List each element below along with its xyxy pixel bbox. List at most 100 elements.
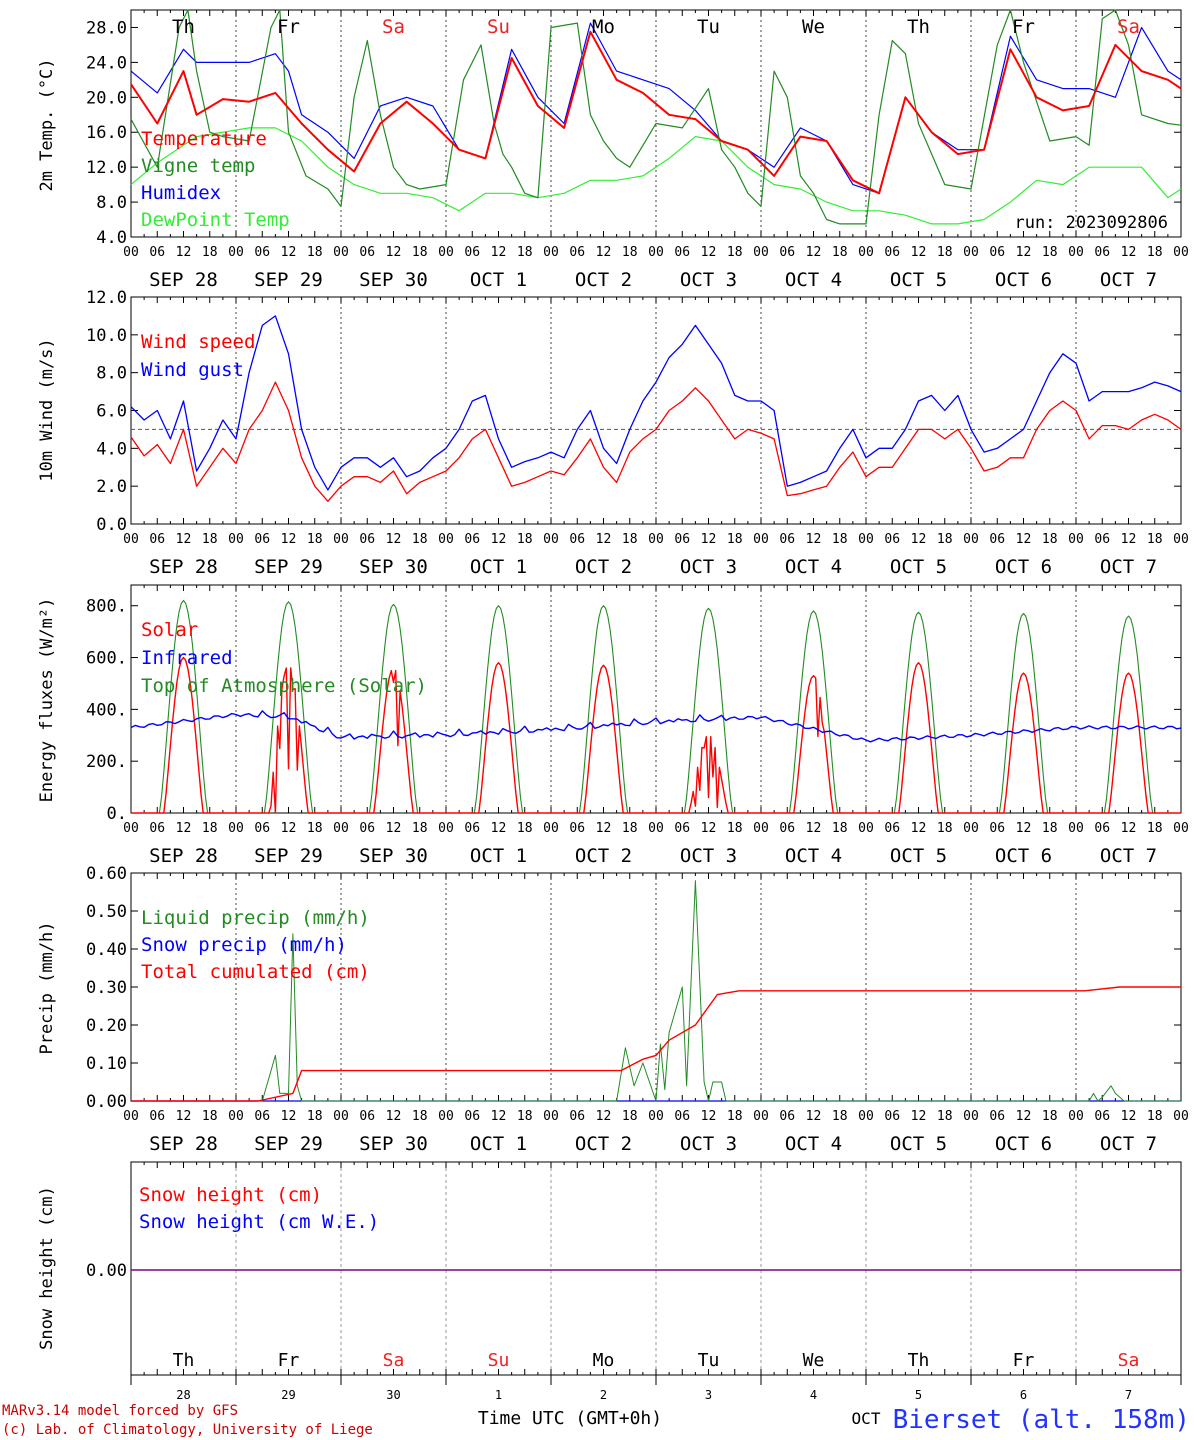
x-tick-label: 06: [254, 821, 270, 836]
day-label: OCT 4: [785, 1133, 842, 1155]
x-tick-label: 06: [779, 532, 795, 547]
x-tick-label: 12: [911, 245, 927, 260]
legend-entry: Wind gust: [141, 359, 244, 381]
x-tick-label: 06: [779, 821, 795, 836]
weekday-label: Th: [908, 1350, 930, 1371]
x-tick-label: 00: [1068, 245, 1084, 260]
x-tick-label: 06: [884, 245, 900, 260]
x-tick-label: 00: [438, 245, 454, 260]
x-tick-label: 12: [281, 245, 297, 260]
day-label: SEP 28: [149, 845, 218, 867]
weekday-label: We: [803, 1350, 825, 1371]
y-axis-label: 10m Wind (m/s): [37, 338, 57, 481]
x-tick-label: 12: [176, 532, 192, 547]
x-tick-label: 06: [254, 245, 270, 260]
legend-entry: Snow precip (mm/h): [141, 934, 347, 956]
x-tick-label: 18: [307, 245, 323, 260]
x-tick-label: 12: [386, 245, 402, 260]
day-label: OCT 1: [470, 1133, 527, 1155]
x-tick-label: 18: [517, 245, 533, 260]
day-label: OCT 2: [575, 845, 632, 867]
y-tick-label: 800.: [86, 597, 127, 617]
x-tick-label: 12: [1016, 1109, 1032, 1124]
x-tick-label: 06: [1094, 821, 1110, 836]
y-tick-label: 16.0: [86, 123, 127, 143]
x-tick-label: 12: [491, 821, 507, 836]
x-tick-label: 18: [832, 532, 848, 547]
legend-entry: Snow height (cm): [139, 1184, 322, 1206]
legend-entry: Temperature: [141, 128, 267, 150]
weekday-label: Sa: [1117, 16, 1140, 38]
x-tick-label: 12: [1121, 245, 1137, 260]
x-tick-label: 18: [727, 1109, 743, 1124]
x-tick-label: 00: [648, 245, 664, 260]
series-line: [130, 30, 1182, 195]
day-label: OCT 2: [575, 1133, 632, 1155]
x-tick-label: 06: [464, 532, 480, 547]
x-tick-label: 18: [1042, 1109, 1058, 1124]
series-line: [130, 127, 1182, 225]
x-tick-label: 06: [359, 1109, 375, 1124]
x-tick-label: 18: [727, 532, 743, 547]
x-tick-label: 06: [569, 1109, 585, 1124]
x-tick-label: 18: [832, 821, 848, 836]
x-tick-label: 18: [412, 1109, 428, 1124]
weekday-label: Sa: [382, 16, 405, 38]
x-tick-label: 06: [149, 1109, 165, 1124]
y-tick-label: 12.0: [86, 158, 127, 178]
legend-entry: Total cumulated (cm): [141, 961, 370, 983]
weekday-label: Tu: [697, 16, 720, 38]
day-label: OCT 4: [785, 845, 842, 867]
y-tick-label: 0.00: [86, 1261, 127, 1281]
x-tick-label: 00: [1173, 1109, 1189, 1124]
x-tick-label: 06: [779, 1109, 795, 1124]
day-number: 1: [495, 1388, 502, 1402]
panel-3: Energy fluxes (W/m²) 0. 200. 400. 600. 800. So…: [37, 584, 1189, 867]
weekday-label: Th: [172, 16, 195, 38]
weekday-label: Th: [173, 1350, 195, 1371]
run-label: run: 2023092806: [1014, 213, 1168, 233]
x-tick-label: 00: [123, 821, 139, 836]
day-number: 2: [600, 1388, 607, 1402]
day-label: SEP 29: [254, 556, 323, 578]
day-label: OCT 5: [890, 1133, 947, 1155]
day-label: SEP 30: [359, 845, 428, 867]
x-tick-label: 18: [307, 821, 323, 836]
x-tick-label: 12: [701, 1109, 717, 1124]
x-tick-label: 00: [438, 821, 454, 836]
x-tick-label: 06: [569, 821, 585, 836]
panel-1: 2m Temp. (°C) 4.0 8.0 12.0 16.0 20.0 24.0 28.0 T…: [37, 9, 1189, 291]
x-tick-label: 06: [464, 1109, 480, 1124]
x-tick-label: 00: [858, 1109, 874, 1124]
x-tick-label: 18: [1147, 821, 1163, 836]
x-tick-label: 06: [674, 532, 690, 547]
day-label: SEP 28: [149, 1133, 218, 1155]
y-tick-label: 0.50: [86, 902, 127, 922]
day-label: SEP 30: [359, 1133, 428, 1155]
x-tick-label: 06: [1094, 245, 1110, 260]
x-tick-label: 18: [832, 1109, 848, 1124]
day-label: OCT 3: [680, 269, 737, 291]
legend-entry: Top of Atmosphere (Solar): [141, 675, 427, 697]
x-tick-label: 00: [123, 532, 139, 547]
y-tick-label: 28.0: [86, 18, 127, 38]
x-tick-label: 12: [176, 1109, 192, 1124]
day-number: 29: [281, 1388, 295, 1402]
x-tick-label: 06: [1094, 532, 1110, 547]
legend-entry: Solar: [141, 619, 198, 641]
x-tick-label: 06: [989, 1109, 1005, 1124]
day-label: OCT 3: [680, 556, 737, 578]
y-tick-label: 4.0: [96, 228, 127, 248]
x-tick-label: 18: [1042, 821, 1058, 836]
x-tick-label: 12: [596, 532, 612, 547]
y-tick-label: 10.0: [86, 326, 127, 346]
day-label: SEP 30: [359, 269, 428, 291]
day-label: SEP 28: [149, 269, 218, 291]
day-label: OCT 1: [470, 269, 527, 291]
series-line: [131, 656, 1181, 814]
y-tick-label: 24.0: [86, 53, 127, 73]
weekday-label: Su: [488, 1350, 510, 1371]
x-tick-label: 12: [176, 245, 192, 260]
x-tick-label: 18: [307, 1109, 323, 1124]
series-line: [130, 9, 1182, 225]
